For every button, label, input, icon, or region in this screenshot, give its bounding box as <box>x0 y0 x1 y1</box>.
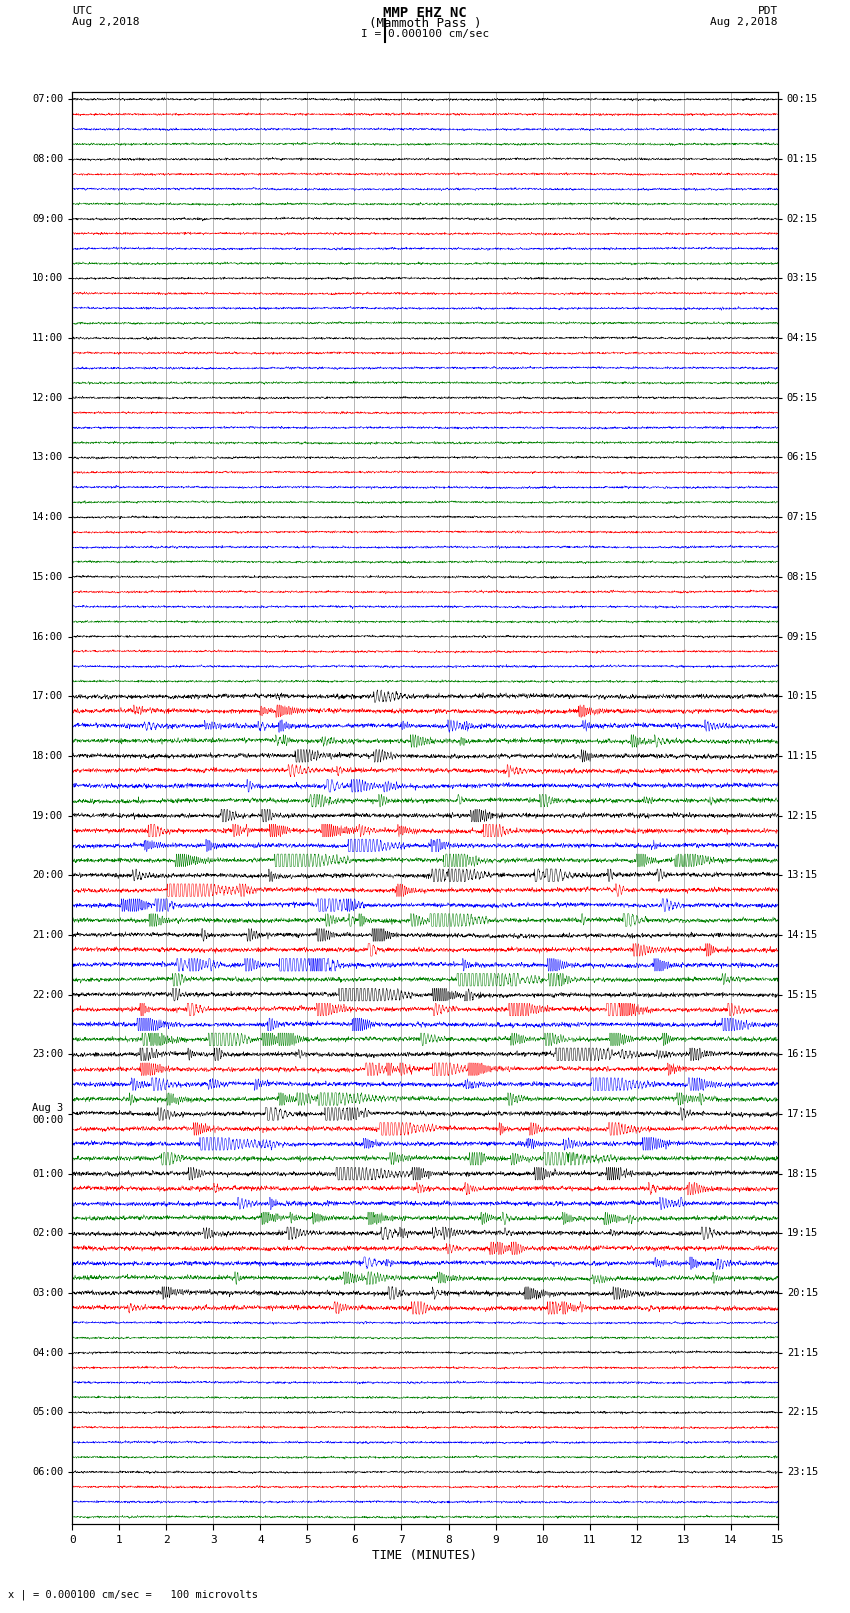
Text: x | = 0.000100 cm/sec =   100 microvolts: x | = 0.000100 cm/sec = 100 microvolts <box>8 1589 258 1600</box>
Text: (Mammoth Pass ): (Mammoth Pass ) <box>369 18 481 31</box>
Text: Aug 2,2018: Aug 2,2018 <box>711 18 778 27</box>
Text: MMP EHZ NC: MMP EHZ NC <box>383 5 467 19</box>
X-axis label: TIME (MINUTES): TIME (MINUTES) <box>372 1548 478 1561</box>
Text: UTC: UTC <box>72 5 93 16</box>
Text: I = 0.000100 cm/sec: I = 0.000100 cm/sec <box>361 29 489 39</box>
Text: PDT: PDT <box>757 5 778 16</box>
Text: Aug 2,2018: Aug 2,2018 <box>72 18 139 27</box>
